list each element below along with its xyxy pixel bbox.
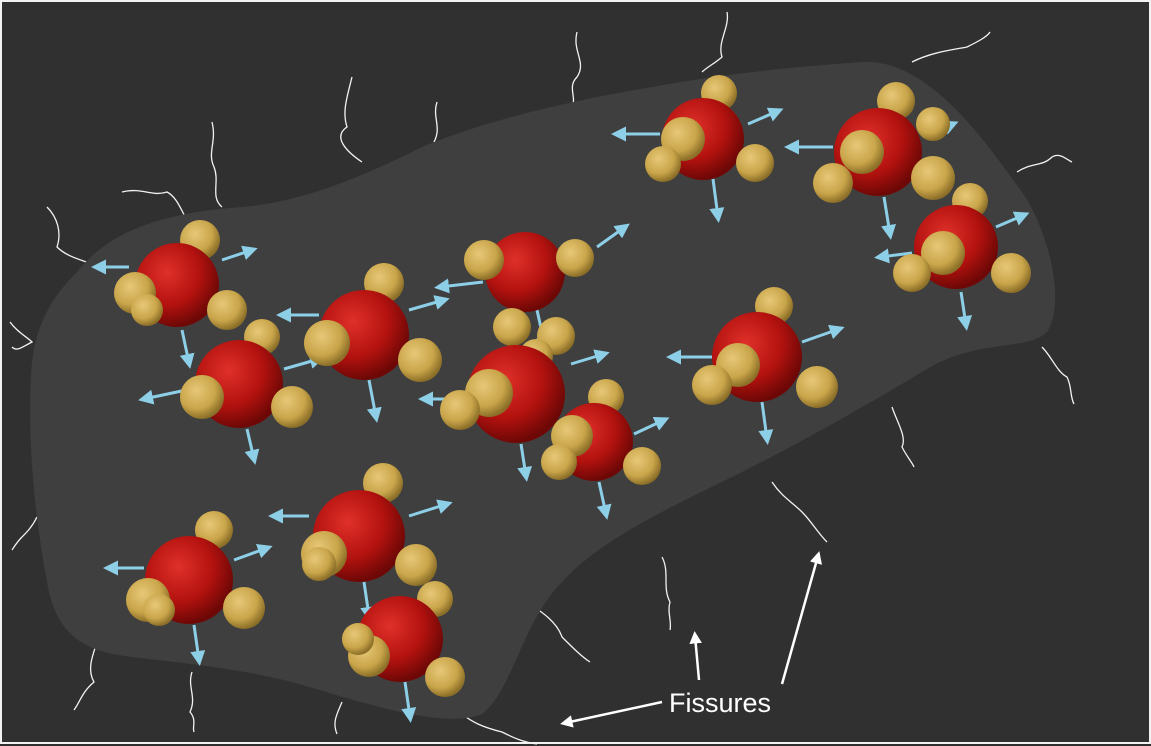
hydrogen-atom <box>623 447 661 485</box>
expansion-arrow-icon <box>221 245 258 262</box>
expansion-arrow-icon <box>233 544 273 562</box>
hydrogen-atom <box>464 240 504 280</box>
expansion-arrow-icon <box>596 223 630 249</box>
water-molecule-icon <box>784 82 959 240</box>
hydrogen-atom <box>398 338 442 382</box>
fissures-label: Fissures <box>669 688 771 718</box>
hydrogen-atom <box>541 444 577 480</box>
expansion-arrow-icon <box>570 349 610 366</box>
expansion-arrow-icon <box>747 107 784 126</box>
hydrogen-atom <box>304 320 350 366</box>
fissure-line <box>461 713 538 745</box>
water-molecule-icon <box>874 183 1031 331</box>
fissure-line <box>433 101 438 143</box>
hydrogen-atom <box>395 544 437 586</box>
expansion-arrow-icon <box>434 278 484 294</box>
hydrogen-atom <box>271 386 313 428</box>
expansion-arrow-icon <box>801 324 845 344</box>
expansion-arrow-icon <box>517 443 533 482</box>
hydrogen-atom <box>921 231 965 275</box>
expansion-arrow-icon <box>709 178 725 223</box>
fissure-line <box>771 481 828 543</box>
hydrogen-atom <box>893 254 931 292</box>
oxygen-atom <box>485 232 565 312</box>
hydrogen-atom <box>736 144 774 182</box>
fissure-group-outer <box>9 11 1075 745</box>
water-molecule-icon <box>268 463 453 622</box>
water-molecule-icon <box>91 220 258 369</box>
molecule-group <box>91 75 1031 723</box>
fissure-line <box>121 189 188 221</box>
hydrogen-atom <box>180 375 224 419</box>
expansion-arrow-icon <box>596 481 612 520</box>
water-molecule-icon <box>541 379 670 520</box>
water-molecule-icon <box>666 287 845 445</box>
hydrogen-atom <box>131 294 163 326</box>
pointer-arrow-icon <box>780 551 822 685</box>
fissure-line <box>891 406 915 468</box>
fissure-line <box>571 31 582 108</box>
water-molecule-icon <box>138 319 325 465</box>
water-molecule-icon <box>103 511 273 666</box>
expansion-arrow-icon <box>179 329 195 369</box>
expansion-arrow-icon <box>881 196 896 240</box>
hydrogen-atom <box>991 253 1031 293</box>
water-molecule-icon <box>276 263 450 423</box>
pointer-arrow-icon <box>560 700 663 728</box>
pointer-arrow-icon <box>689 631 702 681</box>
expansion-arrow-icon <box>408 499 453 518</box>
fissure-line <box>334 701 343 735</box>
expansion-arrow-icon <box>190 624 206 666</box>
expansion-arrow-icon <box>366 379 382 423</box>
expansion-arrow-icon <box>758 401 774 445</box>
hydrogen-atom <box>645 146 681 182</box>
hydrogen-atom <box>207 290 247 330</box>
expansion-arrow-icon <box>408 295 450 312</box>
hydrogen-atom <box>916 107 950 141</box>
hydrogen-atom <box>840 130 884 174</box>
hydrogen-atom <box>223 587 265 629</box>
water-molecule-icon <box>418 317 610 482</box>
expansion-arrow-icon <box>633 417 670 436</box>
fissures-annotation: Fissures <box>560 551 822 728</box>
water-molecule-icon <box>434 223 630 352</box>
hydrogen-atom <box>911 156 955 200</box>
fissure-line <box>210 121 223 208</box>
fissure-line <box>911 31 991 63</box>
hydrogen-atom <box>692 365 732 405</box>
hydrogen-atom <box>796 366 838 408</box>
fissure-line <box>661 556 672 631</box>
expansion-arrow-icon <box>401 681 417 723</box>
expansion-arrow-icon <box>957 291 973 331</box>
hydrogen-atom <box>813 163 853 203</box>
water-molecule-icon <box>611 75 784 223</box>
hydrogen-atom <box>342 623 374 655</box>
expansion-arrow-icon <box>874 248 913 264</box>
fissure-line <box>46 206 93 265</box>
expansion-arrow-icon <box>995 211 1030 229</box>
hydrogen-atom <box>302 547 336 581</box>
fissure-line <box>701 11 729 73</box>
fissure-line <box>9 321 34 350</box>
fissure-line <box>189 671 195 733</box>
fissure-line <box>340 76 363 163</box>
hydrogen-atom <box>556 239 594 277</box>
expansion-arrow-icon <box>244 428 260 465</box>
fissure-line <box>1016 154 1073 173</box>
hydrogen-atom <box>493 308 531 346</box>
fissure-line <box>11 516 38 551</box>
water-molecule-icon <box>342 581 465 723</box>
hydrogen-atom <box>425 657 465 697</box>
fissure-line <box>73 641 98 711</box>
hydrogen-atom <box>143 594 175 626</box>
fissure-line <box>1041 346 1075 405</box>
hydrogen-atom <box>440 390 480 430</box>
